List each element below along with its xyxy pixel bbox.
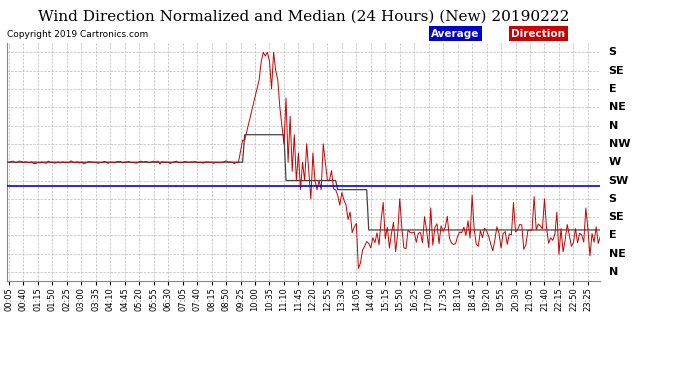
- Text: SW: SW: [609, 176, 629, 186]
- Text: E: E: [609, 84, 616, 94]
- Text: NE: NE: [609, 102, 626, 112]
- Text: NE: NE: [609, 249, 626, 259]
- Text: SE: SE: [609, 212, 624, 222]
- Text: S: S: [609, 194, 617, 204]
- Text: N: N: [609, 120, 618, 130]
- Text: W: W: [609, 157, 621, 167]
- Text: SE: SE: [609, 66, 624, 76]
- Text: NW: NW: [609, 139, 630, 149]
- Text: E: E: [609, 231, 616, 240]
- Text: Copyright 2019 Cartronics.com: Copyright 2019 Cartronics.com: [7, 30, 148, 39]
- Text: Direction: Direction: [511, 29, 565, 39]
- Text: N: N: [609, 267, 618, 277]
- Text: Average: Average: [431, 29, 480, 39]
- Text: Wind Direction Normalized and Median (24 Hours) (New) 20190222: Wind Direction Normalized and Median (24…: [38, 9, 569, 23]
- Text: S: S: [609, 47, 617, 57]
